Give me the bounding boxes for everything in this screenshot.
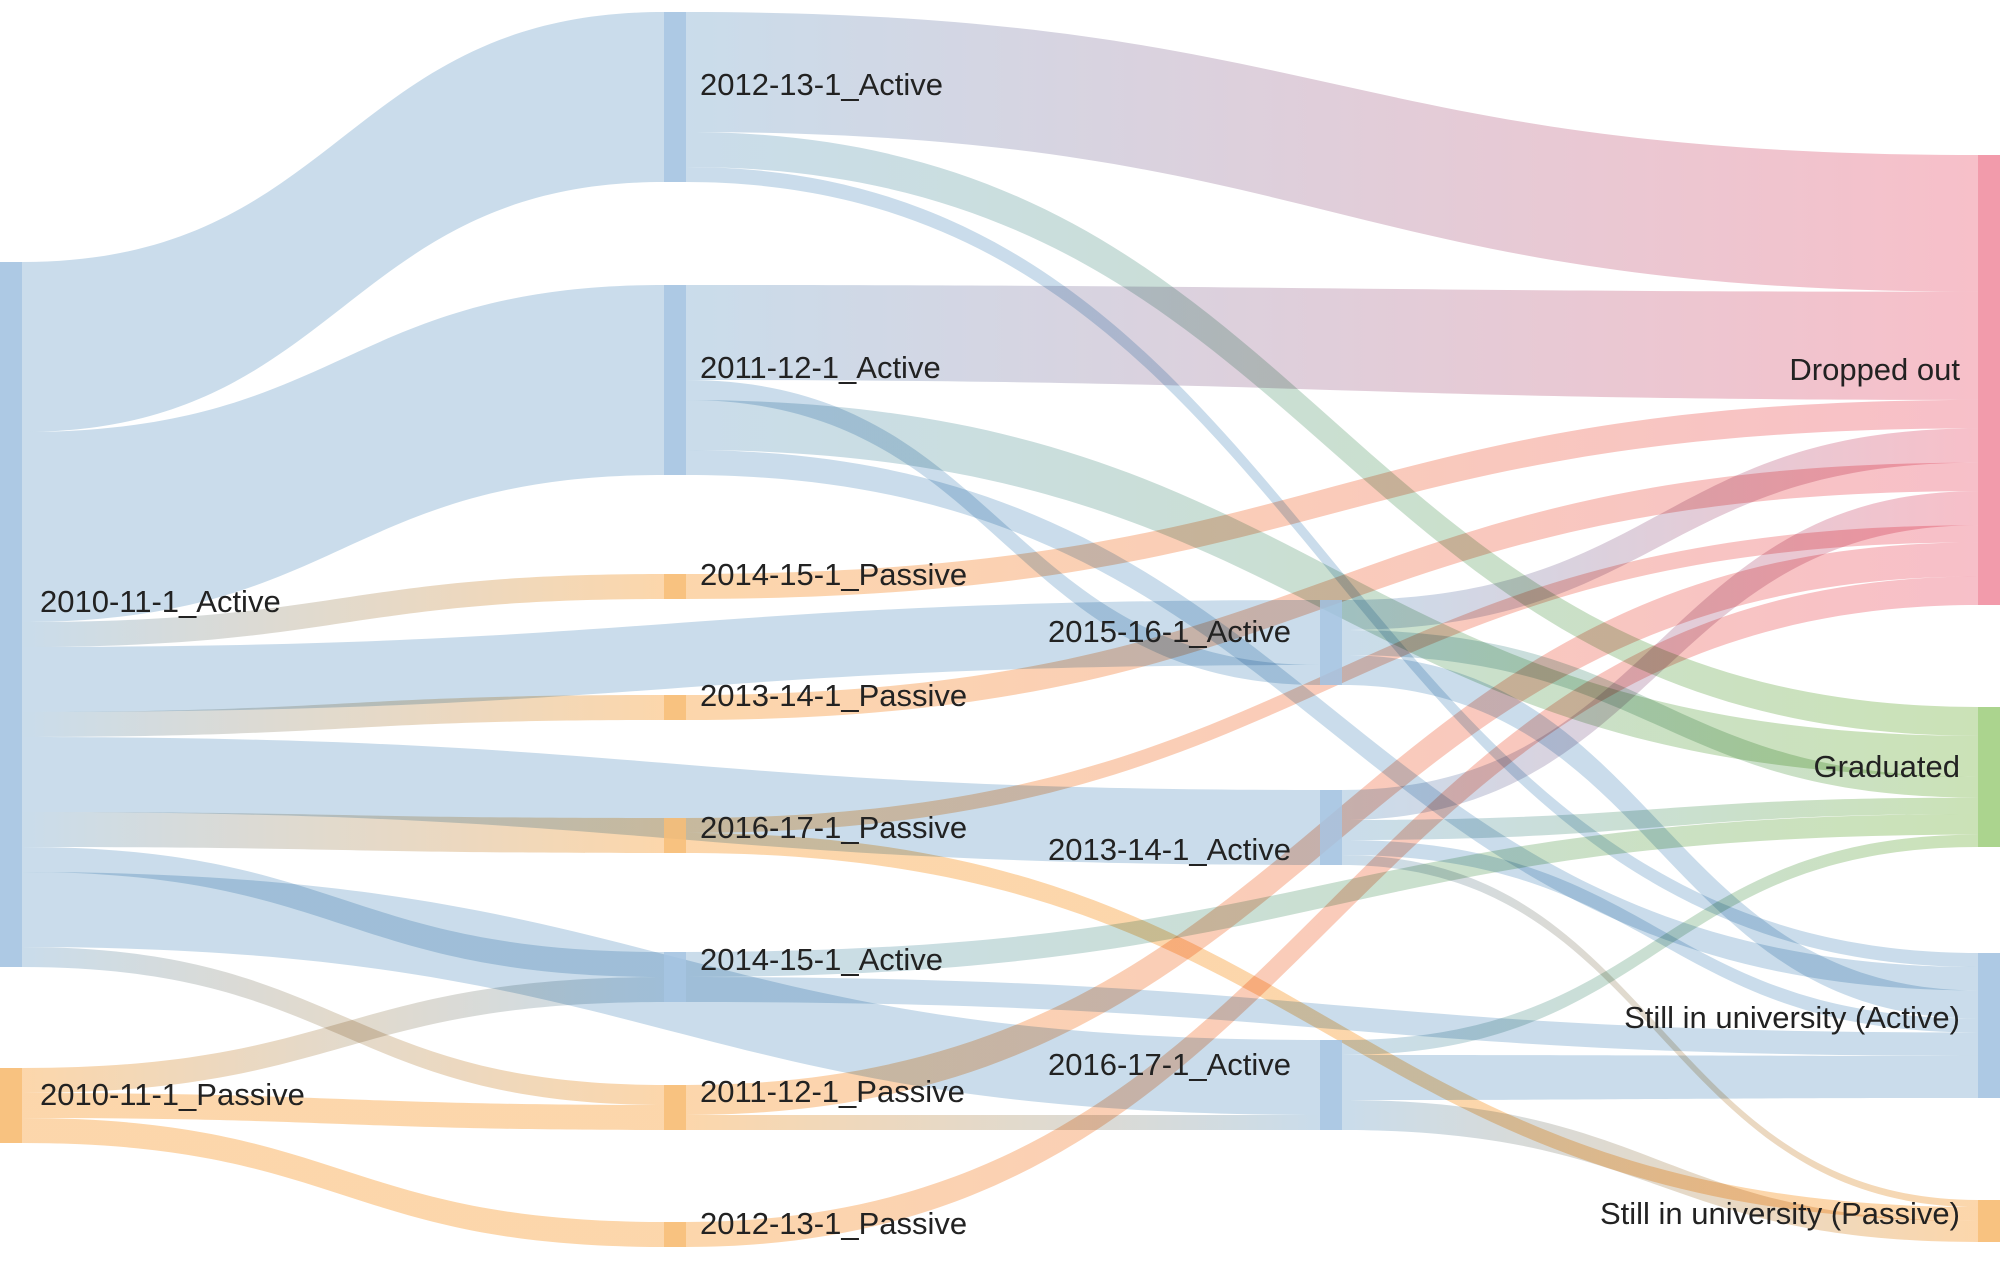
node-stillP bbox=[1978, 1200, 2000, 1242]
link-a12-to-grad bbox=[686, 132, 1978, 736]
link-p10-to-p11 bbox=[22, 1093, 664, 1130]
node-drop bbox=[1978, 155, 2000, 605]
link-p10-to-a14 bbox=[22, 977, 664, 1093]
node-label-a14: 2014-15-1_Active bbox=[700, 942, 943, 977]
node-label-a12: 2012-13-1_Active bbox=[700, 67, 943, 102]
link-p12-to-drop bbox=[686, 576, 1978, 1247]
node-a11 bbox=[664, 285, 686, 475]
link-a15-to-grad bbox=[1342, 630, 1978, 798]
link-p10-to-p12 bbox=[22, 1118, 664, 1247]
link-a13-to-drop bbox=[1342, 491, 1978, 820]
node-a16 bbox=[1320, 1040, 1342, 1130]
link-a10-to-p14 bbox=[22, 574, 664, 647]
link-p14-to-drop bbox=[686, 399, 1978, 599]
link-a10-to-p13 bbox=[22, 695, 664, 737]
node-p16 bbox=[664, 818, 686, 853]
link-a15-to-drop bbox=[1342, 428, 1978, 630]
nodes-layer bbox=[0, 12, 2000, 1247]
node-a15 bbox=[1320, 600, 1342, 685]
link-a15-to-stillA bbox=[1342, 655, 1978, 1019]
node-label-p13: 2013-14-1_Passive bbox=[700, 678, 967, 713]
node-a13 bbox=[1320, 790, 1342, 865]
node-label-p14: 2014-15-1_Passive bbox=[700, 557, 967, 592]
link-a10-to-a13 bbox=[22, 737, 1320, 865]
node-p10 bbox=[0, 1068, 22, 1143]
link-a12-to-drop bbox=[686, 12, 1978, 292]
node-a10 bbox=[0, 262, 22, 967]
node-label-p12: 2012-13-1_Passive bbox=[700, 1206, 967, 1241]
link-p11-to-a16 bbox=[686, 1115, 1320, 1130]
link-a11-to-a15 bbox=[686, 380, 1320, 685]
node-label-drop: Dropped out bbox=[1789, 352, 1960, 387]
link-a13-to-grad bbox=[1342, 797, 1978, 840]
node-label-a13: 2013-14-1_Active bbox=[1048, 832, 1291, 867]
link-a13-to-stillP bbox=[1342, 855, 1978, 1207]
node-grad bbox=[1978, 707, 2000, 847]
link-a10-to-a12 bbox=[22, 12, 664, 432]
node-p13 bbox=[664, 695, 686, 720]
labels-layer: 2010-11-1_Active 2010-11-1_Passive 2012-13… bbox=[40, 67, 1960, 1241]
node-stillA bbox=[1978, 953, 2000, 1098]
node-a12 bbox=[664, 12, 686, 182]
link-a10-to-a15 bbox=[22, 600, 1320, 712]
link-a10-to-a11 bbox=[22, 285, 664, 622]
node-label-a10: 2010-11-1_Active bbox=[40, 584, 281, 619]
link-a13-to-stillA bbox=[1342, 840, 1978, 1033]
link-a16-to-stillA bbox=[1342, 1055, 1978, 1100]
node-label-a11: 2011-12-1_Active bbox=[700, 350, 941, 385]
node-label-p16: 2016-17-1_Passive bbox=[700, 810, 967, 845]
node-label-a15: 2015-16-1_Active bbox=[1048, 614, 1291, 649]
node-label-stillP: Still in university (Passive) bbox=[1600, 1196, 1960, 1231]
node-label-stillA: Still in university (Active) bbox=[1624, 1000, 1960, 1035]
node-label-a16: 2016-17-1_Active bbox=[1048, 1047, 1291, 1082]
link-a12-to-stillA bbox=[686, 167, 1978, 968]
node-p14 bbox=[664, 574, 686, 599]
node-label-grad: Graduated bbox=[1814, 749, 1961, 784]
node-p11 bbox=[664, 1085, 686, 1130]
node-a14 bbox=[664, 952, 686, 1002]
link-a16-to-grad bbox=[1342, 834, 1978, 1055]
link-a11-to-drop bbox=[686, 285, 1978, 400]
link-a11-to-stillA bbox=[686, 450, 1978, 991]
link-a14-to-grad bbox=[686, 814, 1978, 977]
link-a10-to-p16 bbox=[22, 812, 664, 853]
node-label-p10: 2010-11-1_Passive bbox=[40, 1077, 305, 1112]
link-p13-to-drop bbox=[686, 462, 1978, 720]
link-a16-to-stillP bbox=[1342, 1100, 1978, 1242]
link-a14-to-stillA bbox=[686, 977, 1978, 1056]
node-label-p11: 2011-12-1_Passive bbox=[700, 1074, 965, 1109]
links-layer bbox=[22, 12, 1978, 1247]
node-p12 bbox=[664, 1222, 686, 1247]
